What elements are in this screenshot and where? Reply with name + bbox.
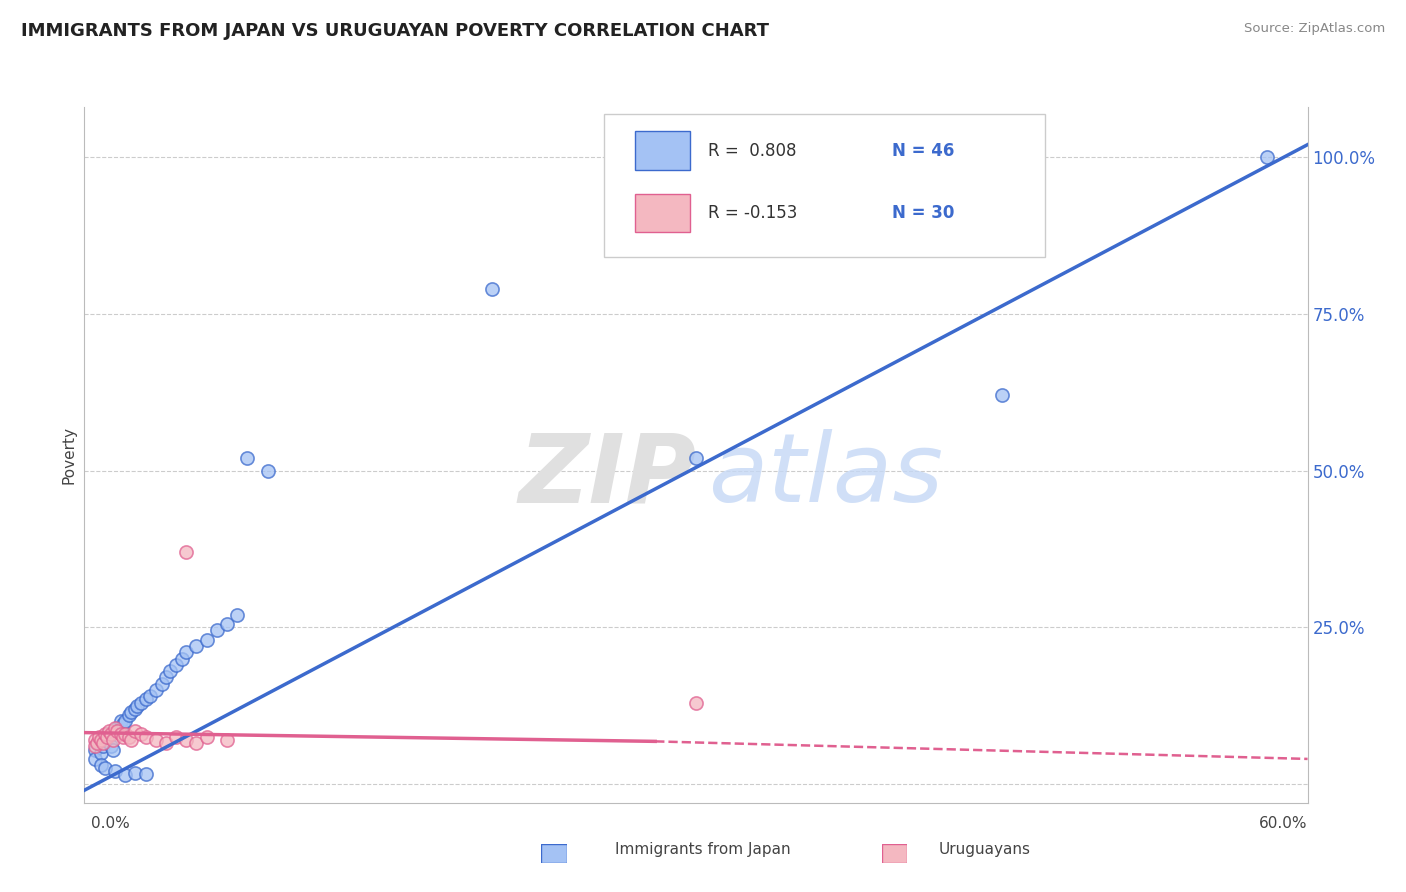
Point	[236, 451, 259, 466]
Bar	[636, 131, 690, 169]
Point	[97, 730, 120, 744]
Text: ZIP: ZIP	[517, 429, 696, 523]
Point	[145, 683, 167, 698]
Point	[112, 717, 135, 731]
Point	[105, 723, 128, 738]
Point	[83, 742, 105, 756]
Point	[96, 727, 118, 741]
Text: IMMIGRANTS FROM JAPAN VS URUGUAYAN POVERTY CORRELATION CHART: IMMIGRANTS FROM JAPAN VS URUGUAYAN POVER…	[21, 22, 769, 40]
Point	[135, 730, 157, 744]
Bar	[636, 194, 690, 232]
Point	[90, 758, 112, 772]
Point	[114, 767, 136, 781]
Point	[1256, 150, 1278, 164]
Point	[83, 739, 105, 754]
FancyBboxPatch shape	[605, 114, 1045, 257]
Point	[105, 721, 128, 735]
Point	[104, 723, 127, 738]
Text: Uruguayans: Uruguayans	[938, 842, 1031, 856]
Point	[186, 736, 208, 750]
Point	[90, 746, 112, 760]
Text: N = 30: N = 30	[891, 204, 955, 222]
Point	[159, 664, 181, 678]
Point	[83, 752, 105, 766]
Point	[135, 692, 157, 706]
Point	[87, 736, 110, 750]
Point	[226, 607, 249, 622]
Point	[145, 733, 167, 747]
Point	[104, 721, 127, 735]
Text: N = 46: N = 46	[891, 142, 955, 160]
Point	[150, 676, 173, 690]
Point	[138, 690, 160, 704]
Point	[205, 624, 228, 638]
Point	[97, 723, 120, 738]
Point	[86, 736, 108, 750]
Point	[120, 705, 142, 719]
Text: R = -0.153: R = -0.153	[709, 204, 797, 222]
Text: Immigrants from Japan: Immigrants from Japan	[616, 842, 790, 856]
Text: 60.0%: 60.0%	[1260, 816, 1308, 831]
Point	[124, 702, 146, 716]
Point	[91, 739, 114, 754]
Point	[155, 736, 177, 750]
Point	[195, 730, 218, 744]
Y-axis label: Poverty: Poverty	[60, 425, 76, 484]
Point	[96, 730, 118, 744]
Point	[112, 730, 135, 744]
Point	[90, 733, 112, 747]
Point	[91, 736, 114, 750]
Point	[131, 696, 153, 710]
Point	[114, 727, 136, 741]
Point	[127, 698, 149, 713]
Point	[217, 617, 239, 632]
Point	[685, 451, 707, 466]
Point	[135, 767, 157, 781]
Point	[124, 765, 146, 780]
Point	[87, 730, 110, 744]
Point	[110, 714, 132, 729]
Point	[131, 727, 153, 741]
Text: R =  0.808: R = 0.808	[709, 142, 797, 160]
Point	[118, 730, 141, 744]
Point	[176, 645, 198, 659]
Point	[104, 764, 127, 779]
Text: Source: ZipAtlas.com: Source: ZipAtlas.com	[1244, 22, 1385, 36]
Point	[93, 761, 117, 775]
Point	[176, 733, 198, 747]
Point	[195, 632, 218, 647]
Point	[217, 733, 239, 747]
Point	[481, 282, 503, 296]
Point	[165, 730, 187, 744]
Point	[114, 714, 136, 729]
Point	[101, 742, 124, 756]
Text: atlas: atlas	[709, 429, 943, 523]
Point	[257, 464, 280, 478]
Point	[110, 727, 132, 741]
Point	[93, 733, 117, 747]
Point	[118, 708, 141, 723]
Point	[124, 723, 146, 738]
Point	[176, 545, 198, 559]
Point	[83, 733, 105, 747]
Point	[101, 733, 124, 747]
Point	[120, 733, 142, 747]
Point	[100, 727, 122, 741]
Point	[165, 657, 187, 672]
Point	[100, 739, 122, 754]
Point	[155, 670, 177, 684]
Point	[186, 639, 208, 653]
Point	[685, 696, 707, 710]
Point	[991, 388, 1014, 402]
Text: 0.0%: 0.0%	[91, 816, 131, 831]
Point	[93, 727, 117, 741]
Point	[172, 651, 194, 665]
